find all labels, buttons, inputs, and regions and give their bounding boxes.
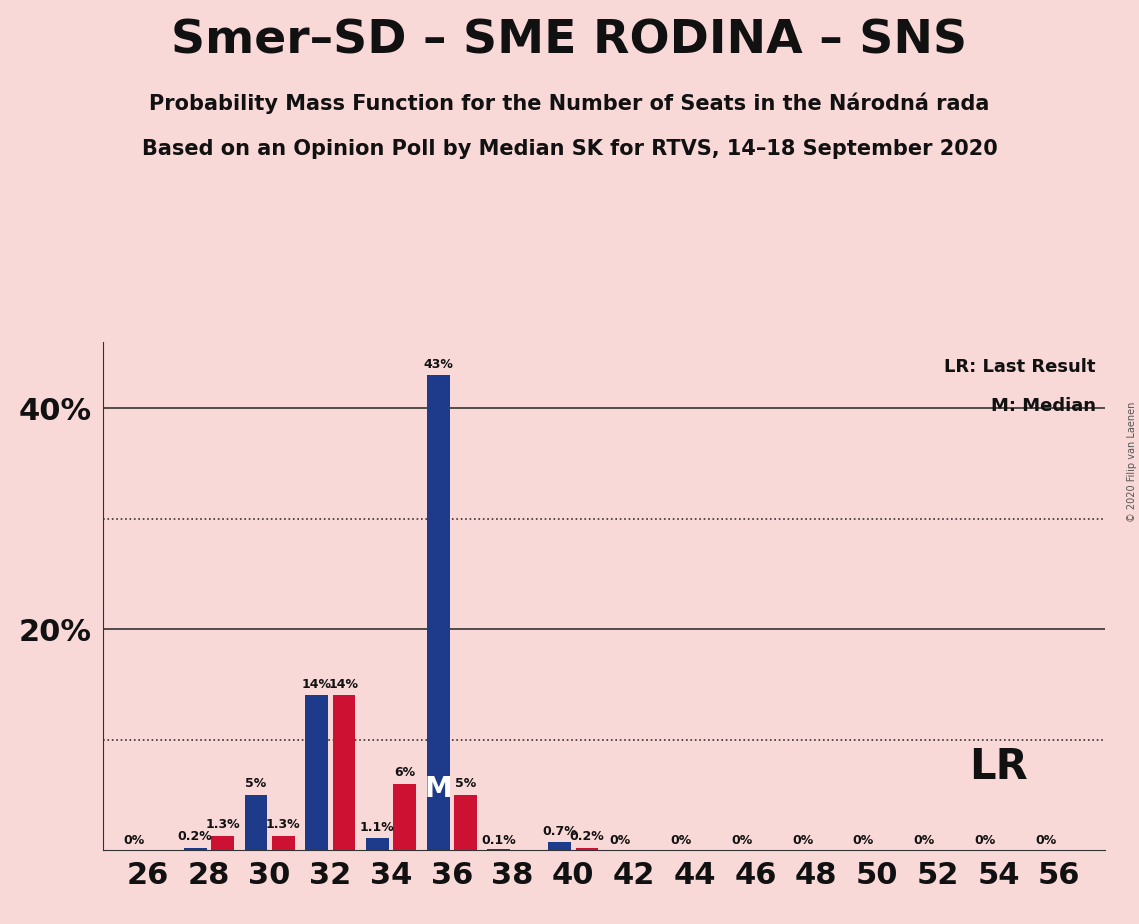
Bar xyxy=(487,849,510,850)
Text: 0.2%: 0.2% xyxy=(570,831,605,844)
Bar xyxy=(305,696,328,850)
Text: 1.3%: 1.3% xyxy=(205,819,240,832)
Text: LR: LR xyxy=(969,747,1027,788)
Text: 0.7%: 0.7% xyxy=(542,825,577,838)
Text: LR: Last Result: LR: Last Result xyxy=(944,359,1096,376)
Bar xyxy=(548,843,571,850)
Text: M: M xyxy=(425,775,452,803)
Bar xyxy=(393,784,416,850)
Text: 0.2%: 0.2% xyxy=(178,831,213,844)
Text: 0%: 0% xyxy=(913,833,935,846)
Text: 0%: 0% xyxy=(671,833,691,846)
Text: 0%: 0% xyxy=(609,833,631,846)
Text: © 2020 Filip van Laenen: © 2020 Filip van Laenen xyxy=(1126,402,1137,522)
Bar xyxy=(366,838,388,850)
Text: Probability Mass Function for the Number of Seats in the Národná rada: Probability Mass Function for the Number… xyxy=(149,92,990,114)
Bar xyxy=(245,795,268,850)
Text: 0%: 0% xyxy=(124,833,145,846)
Bar xyxy=(272,835,295,850)
Text: 0%: 0% xyxy=(731,833,753,846)
Text: 0.1%: 0.1% xyxy=(482,833,516,846)
Text: 5%: 5% xyxy=(245,777,267,790)
Text: 14%: 14% xyxy=(329,678,359,691)
Text: Based on an Opinion Poll by Median SK for RTVS, 14–18 September 2020: Based on an Opinion Poll by Median SK fo… xyxy=(141,139,998,159)
Text: Smer–SD – SME RODINA – SNS: Smer–SD – SME RODINA – SNS xyxy=(172,18,967,64)
Bar xyxy=(575,848,598,850)
Bar xyxy=(454,795,477,850)
Text: 0%: 0% xyxy=(1035,833,1056,846)
Text: 43%: 43% xyxy=(424,358,453,371)
Text: M: Median: M: Median xyxy=(991,397,1096,415)
Text: 0%: 0% xyxy=(792,833,813,846)
Text: 1.1%: 1.1% xyxy=(360,821,395,833)
Bar xyxy=(183,848,206,850)
Text: 5%: 5% xyxy=(454,777,476,790)
Text: 0%: 0% xyxy=(853,833,874,846)
Bar xyxy=(427,375,450,850)
Bar xyxy=(211,835,233,850)
Text: 1.3%: 1.3% xyxy=(265,819,301,832)
Text: 14%: 14% xyxy=(302,678,331,691)
Bar xyxy=(333,696,355,850)
Text: 0%: 0% xyxy=(974,833,995,846)
Text: 6%: 6% xyxy=(394,766,416,779)
